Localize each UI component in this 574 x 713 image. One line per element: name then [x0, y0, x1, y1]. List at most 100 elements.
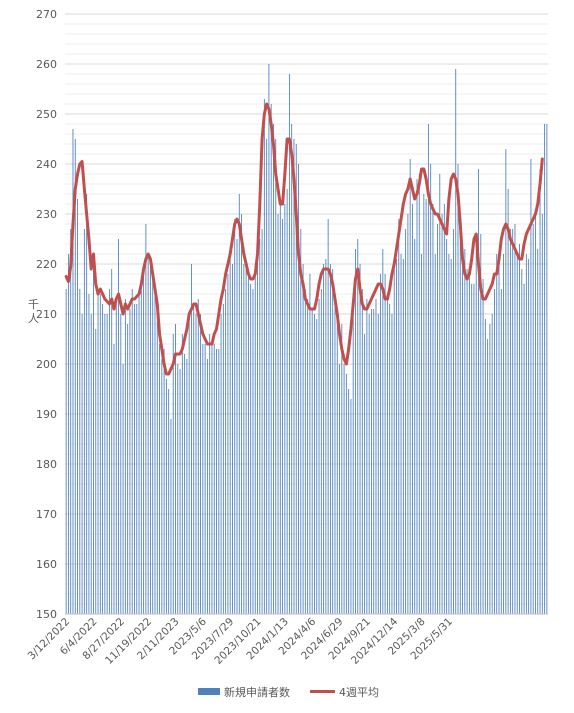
bar [222, 304, 224, 614]
bar [293, 139, 295, 614]
bar [95, 329, 97, 614]
bar [72, 129, 74, 614]
bar [70, 229, 72, 614]
bar [206, 359, 208, 614]
bar [316, 319, 318, 614]
bar [393, 264, 395, 614]
bar [448, 254, 450, 614]
bar [416, 179, 418, 614]
bar [154, 289, 156, 614]
bar [532, 224, 534, 614]
bar [480, 234, 482, 614]
bar [314, 314, 315, 614]
bar [79, 289, 81, 614]
bar [229, 259, 231, 614]
bar [67, 254, 69, 614]
bar [318, 299, 320, 614]
bar [521, 269, 523, 614]
bar [225, 289, 227, 614]
bar [120, 314, 122, 614]
gridlines [65, 13, 548, 615]
bar [177, 364, 179, 614]
bar [188, 314, 190, 614]
bar [427, 124, 429, 614]
bar [320, 289, 322, 614]
bar [191, 264, 192, 614]
bar [432, 204, 434, 614]
bar [218, 349, 220, 614]
bar [172, 334, 174, 614]
bar [302, 264, 304, 614]
bar [106, 314, 108, 614]
bar [355, 249, 356, 614]
bar [129, 309, 131, 614]
bar [124, 299, 126, 614]
bar [261, 229, 263, 614]
bar [111, 269, 113, 614]
bar [439, 174, 441, 614]
bar [204, 344, 206, 614]
bar [537, 249, 539, 614]
bar [288, 74, 290, 614]
y-tick-labels: 150 160 170 180 190 200 210 220 230 240 250 260 270 [36, 8, 57, 621]
bar [295, 144, 297, 614]
bar [311, 309, 313, 614]
bar [459, 224, 461, 614]
bar [505, 149, 507, 614]
bar [184, 354, 186, 614]
bar [216, 349, 217, 614]
bar [181, 334, 183, 614]
y-tick-label: 200 [36, 358, 57, 371]
bar [414, 239, 416, 614]
bar [65, 289, 67, 614]
bar [409, 159, 411, 614]
bar [97, 289, 99, 614]
bar [74, 139, 76, 614]
bar [402, 259, 404, 614]
bar [108, 289, 110, 614]
bar [384, 274, 386, 614]
bar [266, 139, 268, 614]
bar [357, 239, 359, 614]
bar [423, 194, 425, 614]
bar [528, 259, 530, 614]
y-axis-label: 千人 [28, 298, 39, 325]
bar [487, 339, 489, 614]
bar [398, 219, 400, 614]
bar [159, 344, 160, 614]
bar [496, 254, 498, 614]
bar [220, 314, 222, 614]
bar [241, 214, 243, 614]
average-line [64, 102, 544, 376]
bar [165, 379, 167, 614]
bar [512, 229, 514, 614]
bar [252, 289, 254, 614]
bar [77, 199, 78, 614]
bar [341, 324, 343, 614]
bar [275, 139, 277, 614]
legend-line-label: 4週平均 [339, 686, 379, 699]
bar [236, 239, 238, 614]
bar [434, 254, 436, 614]
bar [143, 274, 145, 614]
y-tick-label: 240 [36, 158, 57, 171]
bar [140, 284, 142, 614]
bar [282, 219, 284, 614]
bar [211, 339, 213, 614]
bar [345, 374, 347, 614]
bar [193, 304, 195, 614]
bar [468, 274, 470, 614]
bar [150, 264, 151, 614]
y-tick-label: 250 [36, 108, 57, 121]
bar [213, 344, 215, 614]
bar [323, 264, 325, 614]
bar [83, 229, 85, 614]
bar [380, 274, 381, 614]
bar [482, 279, 484, 614]
bar [81, 314, 83, 614]
bar [238, 194, 240, 614]
bar [457, 164, 459, 614]
bar [168, 389, 170, 614]
bar [478, 169, 479, 614]
